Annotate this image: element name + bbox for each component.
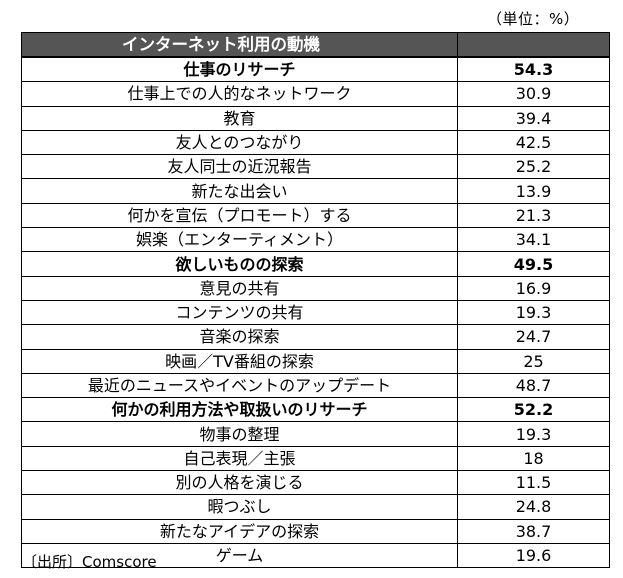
row-label: 音楽の探索 [21, 324, 458, 350]
source-note: 〔出所〕Comscore [22, 553, 157, 571]
motivation-table: インターネット利用の動機 仕事のリサーチ 54.3 仕事上での人的なネットワーク 30… [21, 32, 610, 569]
row-value: 48.7 [457, 372, 610, 399]
row-label: 何かの利用方法や取扱いのリサーチ [21, 397, 458, 423]
row-label: 仕事上での人的なネットワーク [21, 81, 458, 107]
row-label: 欲しいものの探索 [21, 251, 458, 277]
row-value: 25 [457, 348, 610, 374]
row-value: 19.6 [457, 542, 610, 569]
table-row: 別の人格を演じる 11.5 [21, 470, 610, 496]
table-row: 映画／TV番組の探索 25 [21, 348, 610, 374]
row-value: 19.3 [457, 421, 610, 447]
table-row: 自己表現／主張 18 [21, 445, 610, 472]
row-label: 教育 [21, 105, 458, 131]
row-value: 39.4 [457, 105, 610, 131]
row-label: ゲーム [21, 542, 458, 569]
table-row: 音楽の探索 24.7 [21, 324, 610, 350]
row-value: 24.7 [457, 324, 610, 350]
table-row: 何かの利用方法や取扱いのリサーチ 52.2 [21, 397, 610, 423]
table-row: 欲しいものの探索 49.5 [21, 251, 610, 277]
table-row: 意見の共有 16.9 [21, 275, 610, 301]
table-row: ゲーム 19.6 [21, 542, 610, 569]
header-label: インターネット利用の動機 [21, 32, 458, 58]
row-label: 別の人格を演じる [21, 470, 458, 496]
row-value: 18 [457, 445, 610, 472]
row-value: 34.1 [457, 227, 610, 253]
table-row: 何かを宣伝（プロモート）する 21.3 [21, 202, 610, 229]
row-label: 新たなアイデアの探索 [21, 518, 458, 544]
table-row: 友人とのつながり 42.5 [21, 129, 610, 156]
row-label: コンテンツの共有 [21, 299, 458, 326]
table-row: 最近のニュースやイベントのアップデート 48.7 [21, 372, 610, 399]
row-value: 30.9 [457, 81, 610, 107]
row-label: 何かを宣伝（プロモート）する [21, 202, 458, 229]
row-label: 友人とのつながり [21, 129, 458, 156]
table-header-row: インターネット利用の動機 [21, 32, 610, 58]
row-value: 21.3 [457, 202, 610, 229]
table-row: 教育 39.4 [21, 105, 610, 131]
row-label: 映画／TV番組の探索 [21, 348, 458, 374]
row-value: 13.9 [457, 178, 610, 204]
header-value [457, 32, 610, 58]
row-label: 仕事のリサーチ [21, 56, 458, 83]
unit-label: （単位：%） [487, 10, 580, 28]
table-row: 友人同士の近況報告 25.2 [21, 154, 610, 180]
table-row: 新たな出会い 13.9 [21, 178, 610, 204]
table-row: コンテンツの共有 19.3 [21, 299, 610, 326]
row-label: 最近のニュースやイベントのアップデート [21, 372, 458, 399]
row-value: 25.2 [457, 154, 610, 180]
row-label: 友人同士の近況報告 [21, 154, 458, 180]
table-row: 仕事のリサーチ 54.3 [21, 56, 610, 83]
table-row: 暇つぶし 24.8 [21, 494, 610, 520]
row-label: 意見の共有 [21, 275, 458, 301]
row-label: 新たな出会い [21, 178, 458, 204]
row-label: 娯楽（エンターティメント） [21, 227, 458, 253]
table-row: 娯楽（エンターティメント） 34.1 [21, 227, 610, 253]
row-label: 自己表現／主張 [21, 445, 458, 472]
row-label: 暇つぶし [21, 494, 458, 520]
table-row: 新たなアイデアの探索 38.7 [21, 518, 610, 544]
row-value: 42.5 [457, 129, 610, 156]
row-value: 16.9 [457, 275, 610, 301]
table-row: 物事の整理 19.3 [21, 421, 610, 447]
row-label: 物事の整理 [21, 421, 458, 447]
row-value: 49.5 [457, 251, 610, 277]
table-row: 仕事上での人的なネットワーク 30.9 [21, 81, 610, 107]
row-value: 38.7 [457, 518, 610, 544]
row-value: 11.5 [457, 470, 610, 496]
row-value: 52.2 [457, 397, 610, 423]
row-value: 24.8 [457, 494, 610, 520]
row-value: 54.3 [457, 56, 610, 83]
row-value: 19.3 [457, 299, 610, 326]
